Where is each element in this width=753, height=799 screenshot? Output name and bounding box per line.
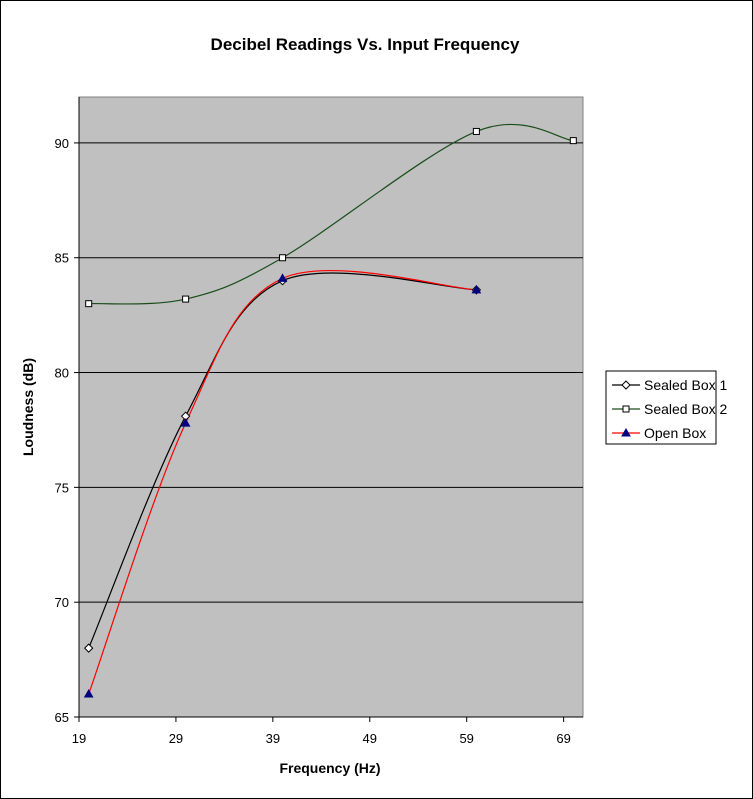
y-tick-label: 80 <box>55 366 69 381</box>
legend-label: Sealed Box 1 <box>644 377 727 393</box>
data-point <box>569 137 577 145</box>
x-tick-label: 19 <box>72 731 86 746</box>
y-tick-label: 70 <box>55 595 69 610</box>
chart-title: Decibel Readings Vs. Input Frequency <box>211 35 520 54</box>
legend-label: Open Box <box>644 425 706 441</box>
y-tick-label: 65 <box>55 710 69 725</box>
gridlines <box>79 142 583 603</box>
x-tick-label: 49 <box>363 731 377 746</box>
x-tick-label: 39 <box>266 731 280 746</box>
data-point <box>85 300 93 308</box>
legend-marker <box>621 380 631 390</box>
y-axis-label: Loudness (dB) <box>20 358 36 456</box>
series-line-2 <box>88 123 574 305</box>
data-point <box>83 689 94 698</box>
axes: 65 70 75 80 85 90 19 29 39 49 59 69 <box>55 97 583 746</box>
x-tick-label: 29 <box>169 731 183 746</box>
data-point <box>182 295 190 303</box>
x-tick-label: 69 <box>556 731 570 746</box>
plot-area <box>78 96 584 718</box>
legend-marker <box>622 405 630 413</box>
data-point <box>472 127 480 135</box>
data-point <box>83 643 94 653</box>
y-tick-label: 85 <box>55 251 69 266</box>
series-lines <box>88 123 574 695</box>
data-point <box>471 284 482 294</box>
legend-marker <box>621 427 631 437</box>
data-point <box>279 254 287 262</box>
x-tick-label: 59 <box>459 731 473 746</box>
data-point <box>180 418 191 427</box>
y-tick-label: 90 <box>55 136 69 151</box>
legend-label: Sealed Box 2 <box>644 401 727 417</box>
x-axis-label: Frequency (Hz) <box>279 760 380 776</box>
data-point <box>277 273 288 282</box>
series-line-3 <box>88 269 477 695</box>
series-markers <box>83 127 577 698</box>
y-tick-label: 75 <box>55 480 69 495</box>
legend: Sealed Box 1 Sealed Box 2 Open Box <box>605 370 727 445</box>
